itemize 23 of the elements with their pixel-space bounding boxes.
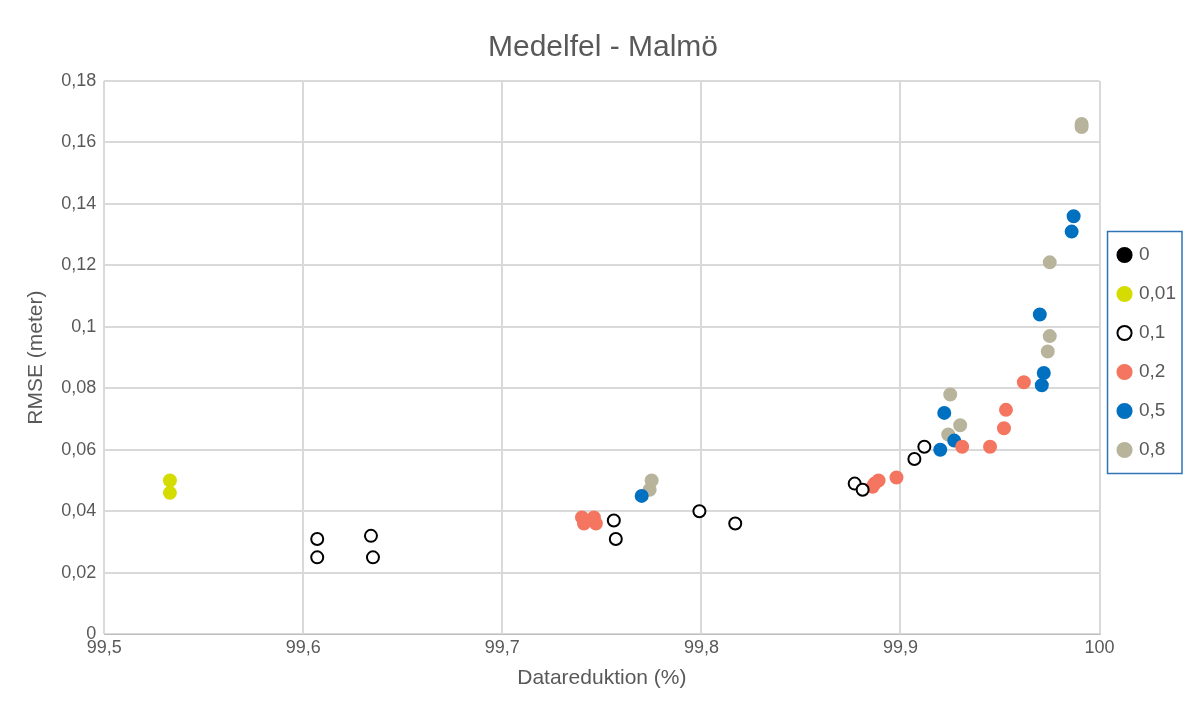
legend-label: 0,5 (1139, 399, 1166, 421)
legend-label: 0 (1139, 243, 1150, 265)
x-tick-label: 99,7 (484, 636, 520, 657)
y-tick-label: 0,14 (61, 192, 97, 213)
x-tick-label: 100 (1084, 636, 1115, 657)
y-tick-label: 0,02 (61, 561, 97, 582)
x-tick-label: 99,8 (683, 636, 719, 657)
legend-label: 0,8 (1139, 438, 1166, 460)
x-tick-label: 99,6 (285, 636, 321, 657)
chart-title: Medelfel - Malmö (487, 29, 719, 63)
y-tick-label: 0,1 (71, 315, 97, 336)
legend-label: 0,2 (1139, 360, 1166, 382)
y-tick-label: 0,16 (61, 131, 97, 152)
y-axis-title: RMSE (meter) (23, 290, 47, 425)
y-tick-label: 0,06 (61, 438, 97, 459)
y-tick-label: 0,18 (61, 69, 97, 90)
legend-label: 0,01 (1139, 282, 1176, 304)
legend-label: 0,1 (1139, 321, 1166, 343)
y-tick-label: 0,08 (61, 377, 97, 398)
x-axis-title: Datareduktion (%) (517, 665, 687, 689)
y-tick-label: 0,04 (61, 500, 97, 521)
x-tick-label: 99,9 (882, 636, 918, 657)
y-tick-label: 0,12 (61, 254, 97, 275)
